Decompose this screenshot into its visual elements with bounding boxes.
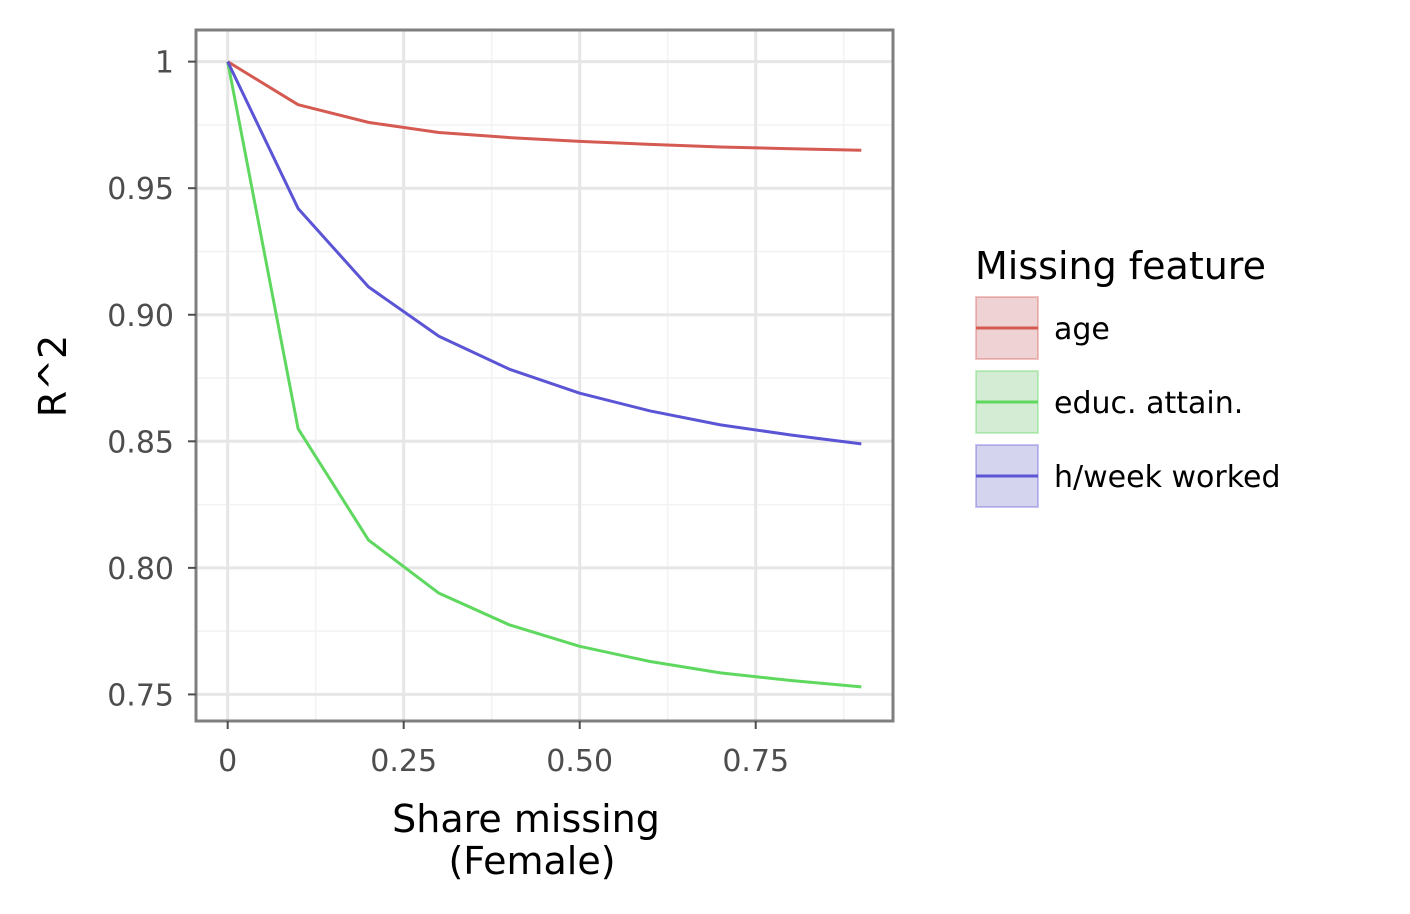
major-gridlines — [196, 30, 893, 721]
legend-label: age — [1054, 312, 1110, 347]
x-axis-title-line1: Share missing — [392, 797, 660, 841]
legend-items: age educ. attain. h/week worked — [975, 296, 1281, 508]
series-lines — [226, 60, 862, 689]
legend: Missing feature age educ. attain. h/week w… — [975, 244, 1281, 508]
y-axis-title: R^2 — [31, 335, 75, 417]
legend-title: Missing feature — [975, 244, 1266, 288]
y-tick-label: 0.95 — [107, 172, 174, 207]
x-tick-label: 0.50 — [546, 744, 613, 779]
legend-label: educ. attain. — [1054, 386, 1243, 421]
minor-gridlines — [196, 30, 893, 721]
panel-border — [194, 28, 895, 723]
series-line-0 — [226, 60, 862, 152]
series-line-2 — [226, 60, 862, 446]
series-line-1 — [226, 61, 862, 689]
x-tick-label: 0.75 — [722, 744, 789, 779]
y-tick-label: 0.85 — [107, 425, 174, 460]
legend-item: h/week worked — [975, 444, 1281, 508]
legend-item: educ. attain. — [975, 370, 1243, 434]
x-tick-label: 0.25 — [370, 744, 437, 779]
y-axis: 0.75 0.80 0.85 0.90 0.95 1 — [107, 46, 196, 713]
y-tick-label: 0.80 — [107, 552, 174, 587]
y-tick-label: 0.75 — [107, 678, 174, 713]
x-tick-label: 0 — [218, 744, 237, 779]
legend-label: h/week worked — [1054, 460, 1281, 495]
y-tick-label: 1 — [155, 46, 174, 81]
y-tick-label: 0.90 — [107, 299, 174, 334]
legend-item: age — [975, 296, 1110, 360]
x-axis: 0 0.25 0.50 0.75 — [218, 721, 789, 779]
x-axis-title-line2: (Female) — [448, 839, 615, 883]
